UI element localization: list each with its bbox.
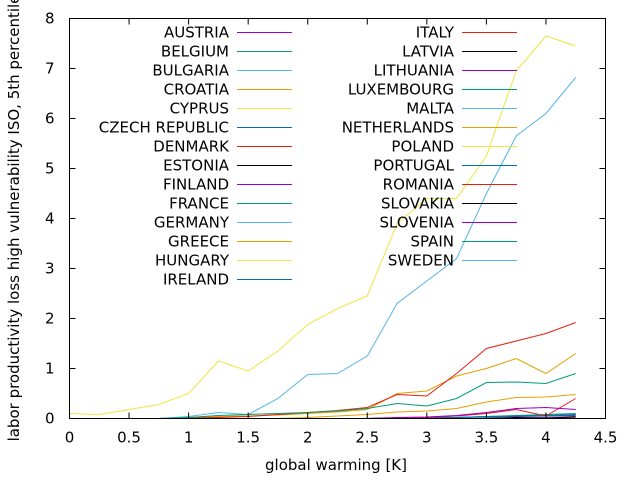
- y-tick-label: 7: [45, 60, 55, 78]
- x-tick-label: 1: [184, 429, 194, 447]
- legend-label-slovakia: SLOVAKIA: [381, 195, 455, 213]
- series-line-italy: [69, 322, 576, 419]
- legend-label-czech-republic: CZECH REPUBLIC: [99, 119, 229, 137]
- legend-label-netherlands: NETHERLANDS: [342, 119, 454, 137]
- legend: AUSTRIABELGIUMBULGARIACROATIACYPRUSCZECH…: [99, 24, 517, 289]
- legend-label-greece: GREECE: [168, 233, 229, 251]
- ticks-layer: 0 0.5 1 1.5 2 2.5 3 3.5 4 4.5 0 1 2 3 4 5 6 7 8: [45, 10, 617, 447]
- y-tick-label: 3: [45, 260, 55, 278]
- y-tick-label: 4: [45, 210, 55, 228]
- series-line-romania: [69, 398, 576, 419]
- x-tick-label: 2.5: [355, 429, 379, 447]
- legend-label-bulgaria: BULGARIA: [152, 62, 229, 80]
- x-axis-label: global warming [K]: [265, 456, 407, 474]
- series-line-croatia: [69, 353, 576, 419]
- y-tick-label: 1: [45, 360, 55, 378]
- x-tick-label: 3.5: [474, 429, 498, 447]
- series-line-cyprus: [69, 35, 576, 416]
- legend-label-spain: SPAIN: [410, 233, 454, 251]
- x-tick-label: 4.5: [594, 429, 618, 447]
- x-tick-label: 1.5: [236, 429, 260, 447]
- legend-label-portugal: PORTUGAL: [373, 157, 454, 175]
- x-tick-label: 0: [65, 429, 75, 447]
- y-tick-label: 5: [45, 160, 55, 178]
- legend-label-cyprus: CYPRUS: [170, 100, 229, 118]
- legend-label-austria: AUSTRIA: [164, 24, 230, 42]
- legend-label-poland: POLAND: [391, 138, 454, 156]
- y-tick-label: 2: [45, 310, 55, 328]
- legend-label-denmark: DENMARK: [153, 138, 230, 156]
- x-tick-label: 0.5: [117, 429, 141, 447]
- legend-label-latvia: LATVIA: [402, 43, 455, 61]
- legend-label-france: FRANCE: [169, 195, 229, 213]
- plot-frame: [69, 18, 606, 419]
- legend-label-germany: GERMANY: [154, 214, 230, 232]
- x-tick-label: 2: [303, 429, 313, 447]
- legend-label-croatia: CROATIA: [164, 81, 230, 99]
- series-layer: [69, 35, 577, 419]
- y-axis-label: labor productivity loss high vulnerabili…: [5, 0, 23, 441]
- y-tick-label: 6: [45, 110, 55, 128]
- legend-label-italy: ITALY: [416, 24, 455, 42]
- legend-label-belgium: BELGIUM: [161, 43, 229, 61]
- legend-label-ireland: IRELAND: [163, 271, 229, 289]
- legend-label-lithuania: LITHUANIA: [374, 62, 455, 80]
- legend-label-hungary: HUNGARY: [155, 252, 230, 270]
- legend-label-slovenia: SLOVENIA: [379, 214, 454, 232]
- x-tick-label: 3: [422, 429, 432, 447]
- legend-label-luxembourg: LUXEMBOURG: [348, 81, 454, 99]
- legend-label-romania: ROMANIA: [383, 176, 455, 194]
- x-tick-label: 4: [541, 429, 551, 447]
- legend-label-finland: FINLAND: [163, 176, 229, 194]
- legend-label-malta: MALTA: [406, 100, 454, 118]
- y-tick-label: 0: [45, 410, 55, 428]
- y-tick-label: 8: [45, 10, 55, 28]
- legend-label-estonia: ESTONIA: [163, 157, 230, 175]
- legend-label-sweden: SWEDEN: [388, 252, 454, 270]
